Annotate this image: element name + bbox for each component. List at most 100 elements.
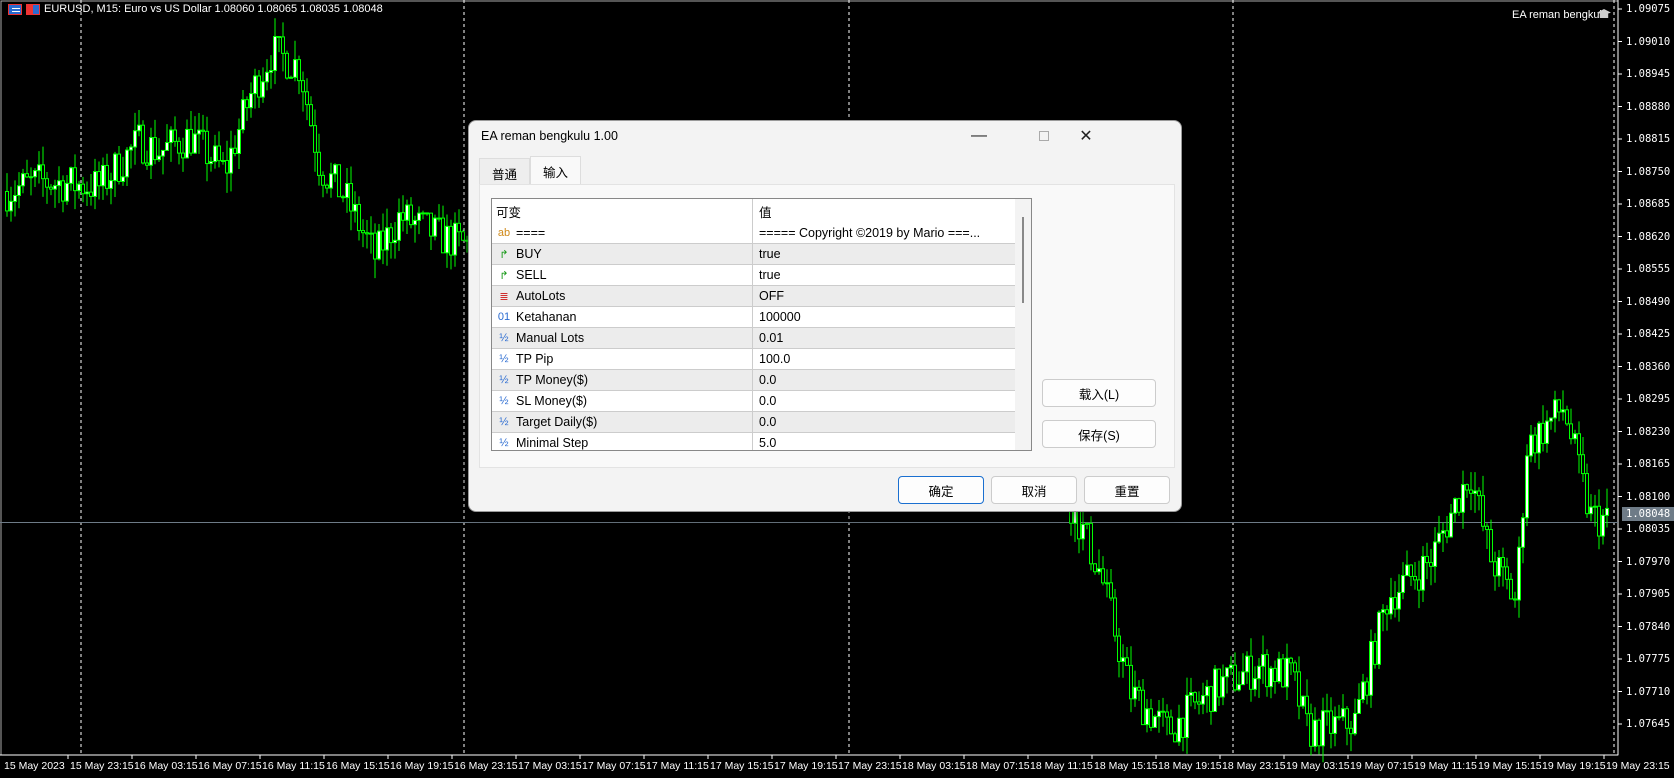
candle-body [1433, 541, 1437, 567]
param-row[interactable]: ≣ AutoLots OFF [492, 286, 1016, 307]
maximize-button[interactable] [1029, 125, 1059, 147]
candle-body [313, 125, 317, 153]
candle-body [265, 71, 269, 83]
tab-inputs[interactable]: 输入 [530, 156, 582, 184]
time-tick-label: 18 May 11:15 [1030, 760, 1093, 772]
candle-body [17, 185, 21, 196]
bool-icon: ↱ [499, 269, 509, 282]
price-tick-label: 1.08750 [1626, 165, 1671, 178]
close-button[interactable]: ✕ [1079, 128, 1093, 145]
candle-body [445, 225, 449, 254]
ea-properties-dialog: EA reman bengkulu 1.00 — ✕ 普通 输入 可变 值 ab… [468, 120, 1182, 512]
price-tick-label: 1.07970 [1626, 555, 1671, 568]
candle-body [1225, 667, 1229, 678]
one-click-trading-icon[interactable] [8, 3, 22, 15]
param-value[interactable]: 100.0 [759, 352, 791, 366]
param-value[interactable]: 100000 [759, 310, 801, 324]
candle-body [169, 129, 173, 144]
param-row[interactable]: ½ Manual Lots 0.01 [492, 328, 1016, 349]
candle-body [1401, 575, 1405, 593]
param-row[interactable]: ½ TP Pip 100.0 [492, 349, 1016, 370]
candle-body [1237, 684, 1241, 691]
param-value[interactable]: 0.0 [759, 394, 777, 408]
candle-body [1113, 597, 1117, 637]
candle-body [1197, 701, 1201, 705]
param-row[interactable]: ab ==== ===== Copyright ©2019 by Mario ===… [492, 223, 1016, 244]
candle-body [401, 212, 405, 221]
param-row[interactable]: ½ Target Daily($) 0.0 [492, 412, 1016, 433]
param-value[interactable]: 0.0 [759, 373, 777, 387]
candle-body [1485, 525, 1489, 531]
save-button[interactable]: 保存(S) [1042, 420, 1156, 448]
candle-body [1425, 555, 1429, 564]
ok-button[interactable]: 确定 [898, 476, 984, 504]
symbol-header: EURUSD, M15: Euro vs US Dollar 1.08060 1… [44, 3, 383, 15]
param-row[interactable]: 01 Ketahanan 100000 [492, 307, 1016, 328]
param-value[interactable]: true [759, 247, 781, 261]
param-value[interactable]: 5.0 [759, 436, 777, 450]
candle-body [1605, 507, 1609, 516]
param-row[interactable]: ½ TP Money($) 0.0 [492, 370, 1016, 391]
candle-body [1261, 654, 1265, 667]
param-row[interactable]: ↱ SELL true [492, 265, 1016, 286]
candle-body [1457, 498, 1461, 513]
candle-body [133, 130, 137, 148]
candle-body [1349, 727, 1353, 735]
minimize-button[interactable]: — [971, 127, 987, 144]
candle-body [1413, 575, 1417, 581]
time-tick-label: 16 May 11:15 [262, 760, 325, 772]
tab-common[interactable]: 普通 [479, 158, 531, 184]
candle-body [1561, 409, 1565, 413]
candle-body [349, 183, 353, 212]
candle-body [1377, 611, 1381, 665]
candle-body [269, 70, 273, 73]
param-value[interactable]: 0.0 [759, 415, 777, 429]
candle-body [1089, 522, 1093, 565]
param-value[interactable]: OFF [759, 289, 784, 303]
candle-body [1541, 422, 1545, 444]
candle-body [1213, 668, 1217, 712]
candle-body [353, 203, 357, 212]
time-tick-label: 16 May 23:15 [454, 760, 518, 772]
price-tick-label: 1.07710 [1626, 685, 1671, 698]
candle-body [201, 129, 205, 132]
candle-body [1321, 710, 1325, 747]
candle-body [1505, 566, 1509, 580]
candle-body [417, 212, 421, 221]
param-value[interactable]: 0.01 [759, 331, 784, 345]
param-value[interactable]: ===== Copyright ©2019 by Mario ===... [759, 226, 981, 240]
candle-body [1313, 719, 1317, 747]
trade-panel-icon[interactable] [26, 3, 40, 15]
reset-button[interactable]: 重置 [1084, 476, 1170, 504]
param-row[interactable]: ↱ BUY true [492, 244, 1016, 265]
dialog-title: EA reman bengkulu 1.00 [481, 129, 618, 143]
candle-body [1565, 409, 1569, 425]
expert-label: EA reman bengkulu [1511, 9, 1608, 21]
candle-body [205, 130, 209, 165]
scrollbar[interactable] [1015, 199, 1031, 450]
param-value[interactable]: true [759, 268, 781, 282]
candle-body [241, 99, 245, 131]
candle-body [1445, 530, 1449, 538]
candle-body [309, 104, 313, 127]
candle-body [49, 186, 53, 190]
load-button[interactable]: 载入(L) [1042, 379, 1156, 407]
cancel-button[interactable]: 取消 [991, 476, 1077, 504]
candle-body [149, 137, 153, 166]
expert-hat-icon[interactable] [1597, 9, 1611, 18]
candle-body [1269, 667, 1273, 688]
candle-body [1593, 505, 1597, 508]
param-row[interactable]: ½ Minimal Step 5.0 [492, 433, 1016, 450]
param-row[interactable]: ½ SL Money($) 0.0 [492, 391, 1016, 412]
candle-body [1481, 495, 1485, 527]
candle-body [449, 225, 453, 256]
candle-body [1081, 523, 1085, 540]
param-name: Ketahanan [516, 310, 577, 324]
candle-body [1429, 562, 1433, 567]
candle-body [185, 128, 189, 159]
time-tick-label: 17 May 15:15 [710, 760, 774, 772]
scrollbar-thumb[interactable] [1022, 217, 1024, 303]
time-tick-label: 17 May 23:15 [838, 760, 902, 772]
candle-body [1501, 557, 1505, 568]
candle-body [1573, 433, 1577, 440]
